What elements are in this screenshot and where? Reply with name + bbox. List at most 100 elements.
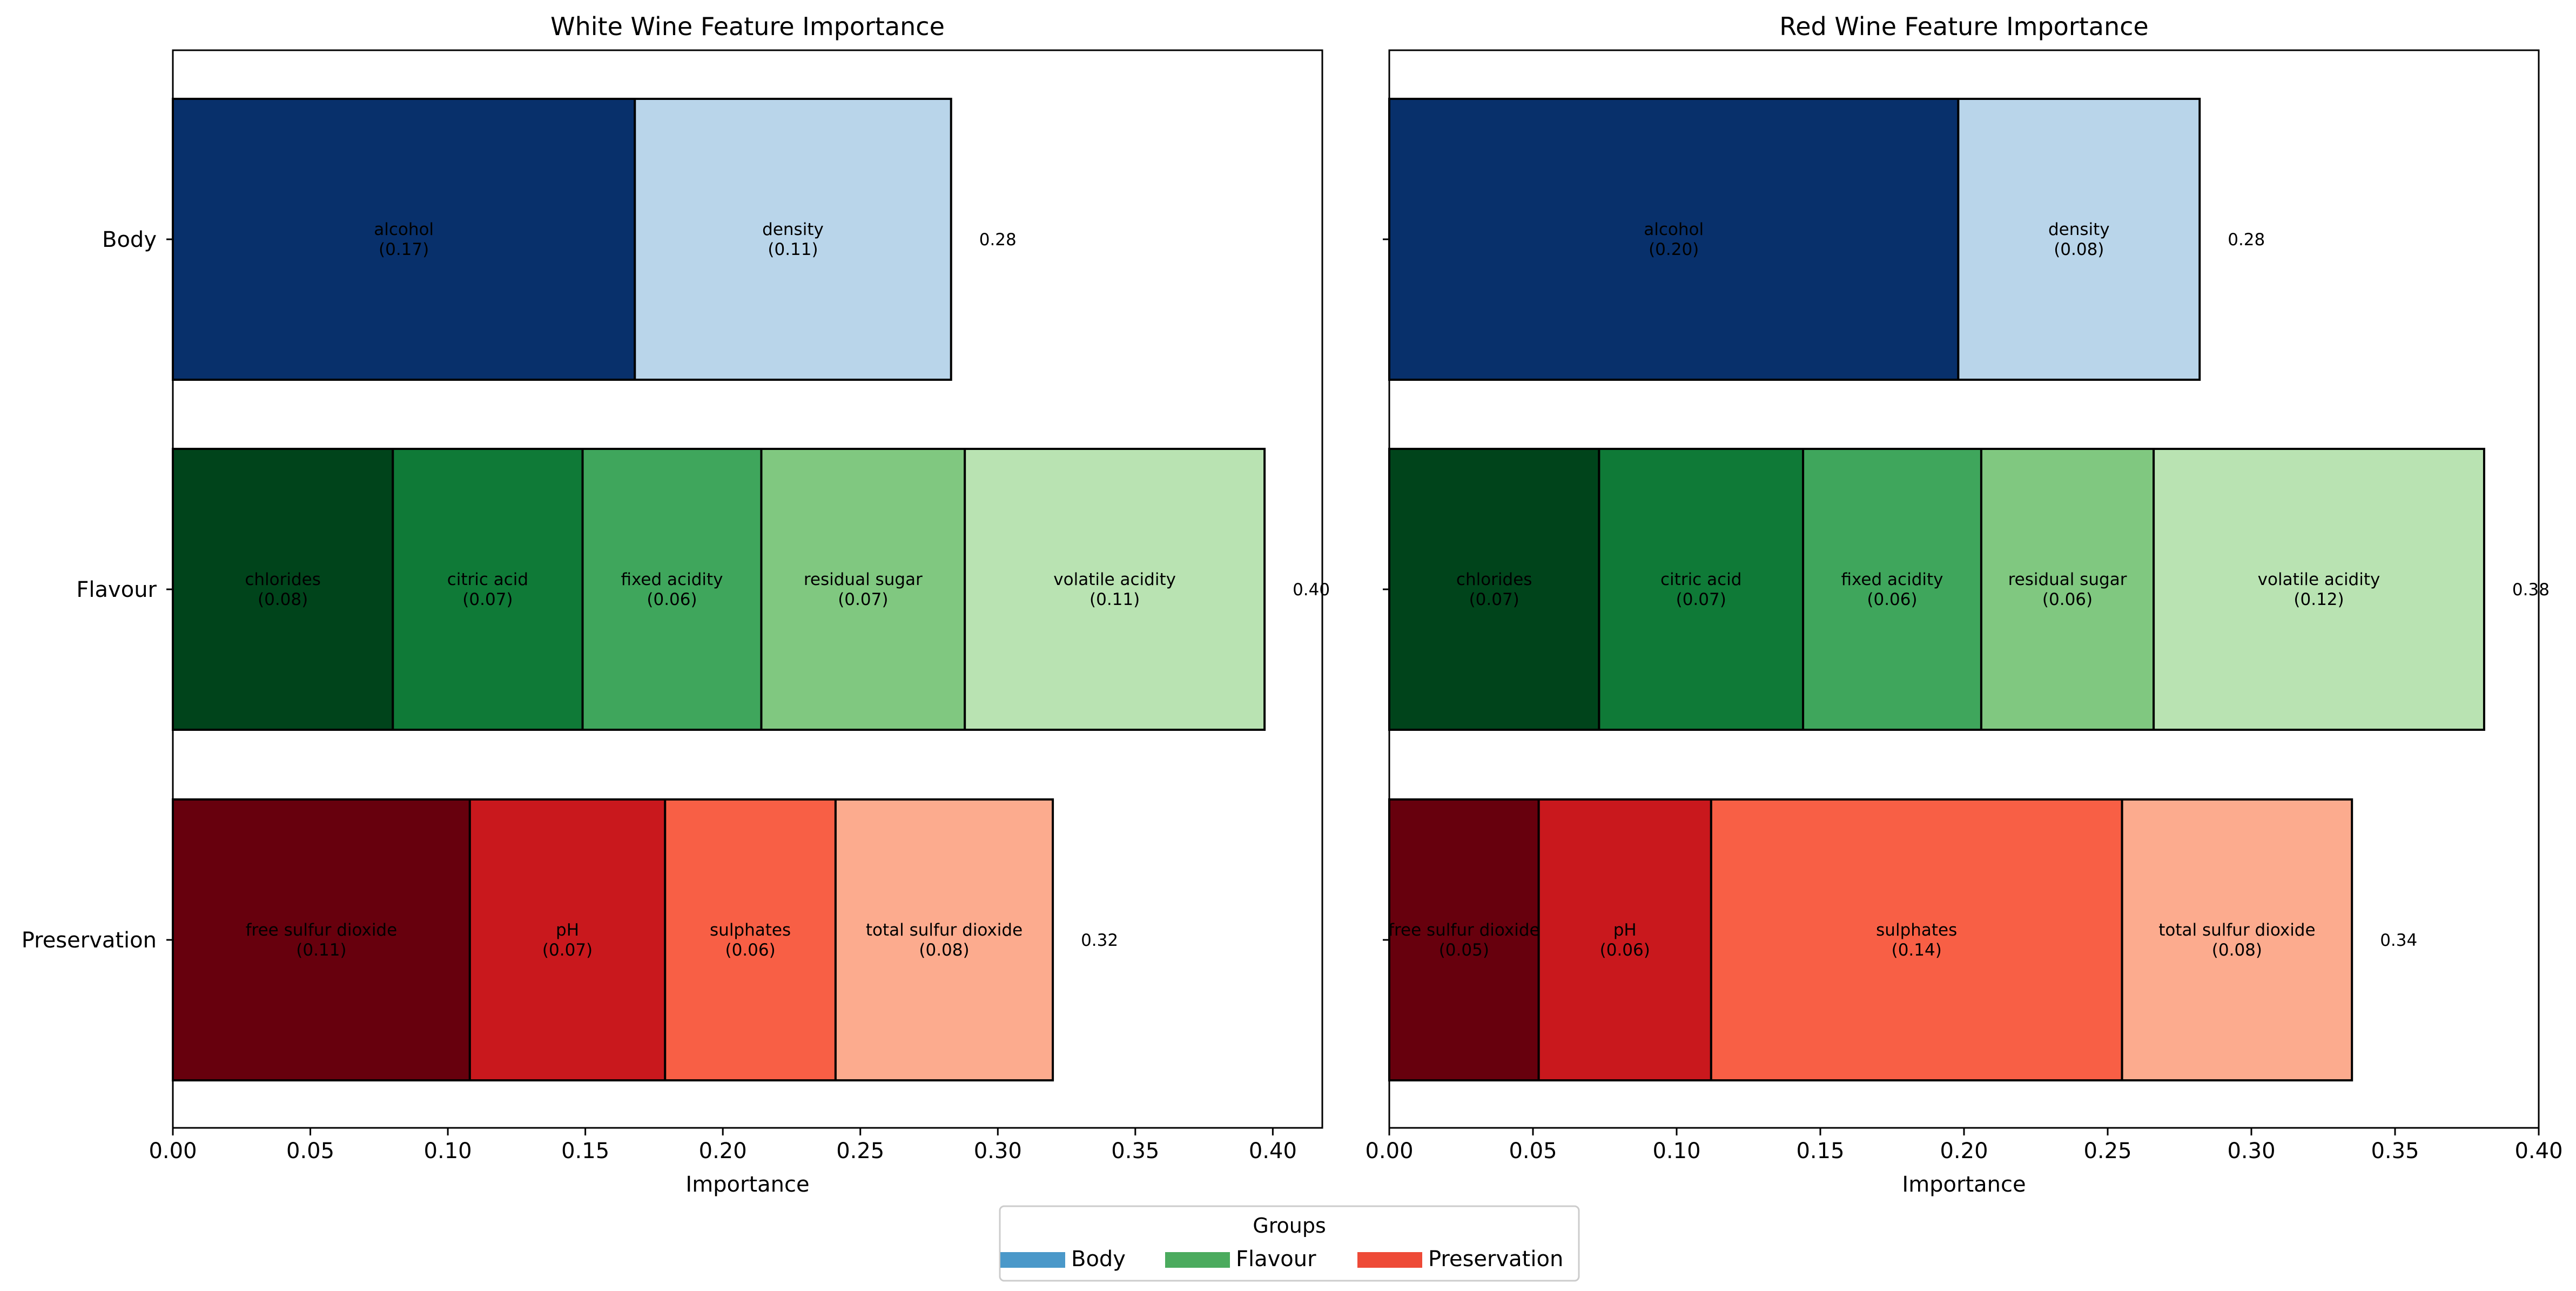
group-total-label: 0.28 xyxy=(2228,230,2265,250)
bar-segment-body-density xyxy=(1957,98,2201,381)
segment-feature-label: sulphates xyxy=(1876,920,1957,940)
segment-value-label: (0.11) xyxy=(768,240,818,259)
bar-segment-preservation-total-sulfur-dioxide xyxy=(2121,798,2353,1081)
x-tick-label: 0.30 xyxy=(2227,1139,2275,1164)
segment-feature-label: alcohol xyxy=(374,220,434,239)
segment-value-label: (0.08) xyxy=(2212,940,2262,960)
segment-feature-label: citric acid xyxy=(447,570,528,589)
legend-swatch-body xyxy=(1000,1252,1065,1268)
x-tick-label: 0.20 xyxy=(1940,1139,1988,1164)
segment-feature-label: free sulfur dioxide xyxy=(246,920,398,940)
bar-segment-preservation-sulphates xyxy=(1710,798,2123,1081)
segment-feature-label: fixed acidity xyxy=(1841,570,1943,589)
segment-value-label: (0.07) xyxy=(462,590,513,609)
segment-feature-label: citric acid xyxy=(1660,570,1741,589)
plot-frame xyxy=(1388,49,2540,1129)
segment-value-label: (0.08) xyxy=(919,940,969,960)
y-tick-label: Flavour xyxy=(76,577,157,602)
chart-panels: alcohol(0.17)density(0.11) 0.28Bodychlori… xyxy=(22,12,2563,1197)
legend: Groups Body Flavour Preservation xyxy=(999,1205,1580,1282)
segment-value-label: (0.06) xyxy=(725,940,775,960)
segment-feature-label: chlorides xyxy=(1456,570,1532,589)
segment-value-label: (0.05) xyxy=(1439,940,1489,960)
segment-feature-label: pH xyxy=(556,920,579,940)
plot-frame xyxy=(172,49,1323,1129)
segment-feature-label: residual sugar xyxy=(804,570,923,589)
x-tick-label: 0.25 xyxy=(2083,1139,2131,1164)
y-tick-label: Preservation xyxy=(22,928,157,953)
bar-segment-flavour-volatile-acidity xyxy=(2153,448,2485,731)
bar-segment-body-density xyxy=(634,98,952,381)
legend-swatch-flavour xyxy=(1165,1252,1230,1268)
x-tick-label: 0.40 xyxy=(1249,1139,1297,1164)
bar-segment-preservation-free-sulfur-dioxide xyxy=(172,798,471,1081)
x-tick-label: 0.20 xyxy=(699,1139,747,1164)
segment-value-label: (0.06) xyxy=(1867,590,1917,609)
bar-segment-flavour-fixed-acidity xyxy=(581,448,763,731)
legend-title: Groups xyxy=(1253,1214,1326,1238)
legend-label-flavour: Flavour xyxy=(1236,1247,1316,1272)
segment-value-label: (0.06) xyxy=(2042,590,2093,609)
group-total-label: 0.38 xyxy=(2512,580,2550,600)
panel-1: alcohol(0.17)density(0.11) 0.28Bodychlori… xyxy=(22,12,1330,1197)
x-tick-label: 0.30 xyxy=(974,1139,1022,1164)
x-axis-label: Importance xyxy=(1902,1172,2026,1197)
segment-value-label: (0.08) xyxy=(258,590,308,609)
segment-value-label: (0.12) xyxy=(2293,590,2344,609)
segment-feature-label: residual sugar xyxy=(2008,570,2127,589)
y-tick-label: Body xyxy=(102,227,157,252)
x-tick-label: 0.00 xyxy=(1365,1139,1413,1164)
bar-segment-preservation-free-sulfur-dioxide xyxy=(1388,798,1540,1081)
segment-feature-label: pH xyxy=(1613,920,1637,940)
bar-segment-flavour-citric-acid xyxy=(1598,448,1805,731)
x-tick-label: 0.35 xyxy=(2371,1139,2419,1164)
segment-feature-label: total sulfur dioxide xyxy=(866,920,1023,940)
segment-feature-label: density xyxy=(2048,220,2110,239)
bar-segment-flavour-volatile-acidity xyxy=(964,448,1266,731)
segment-feature-label: sulphates xyxy=(710,920,791,940)
bar-segment-body-alcohol xyxy=(172,98,636,381)
chart-title: White Wine Feature Importance xyxy=(550,12,945,41)
segment-feature-label: alcohol xyxy=(1644,220,1704,239)
segment-value-label: (0.06) xyxy=(1600,940,1650,960)
x-tick-label: 0.00 xyxy=(149,1139,197,1164)
segment-value-label: (0.17) xyxy=(379,240,429,259)
segment-feature-label: volatile acidity xyxy=(1053,570,1176,589)
segment-value-label: (0.14) xyxy=(1892,940,1942,960)
group-total-label: 0.32 xyxy=(1081,931,1118,950)
x-tick-label: 0.05 xyxy=(286,1139,334,1164)
segment-feature-label: fixed acidity xyxy=(621,570,723,589)
segment-value-label: (0.11) xyxy=(296,940,346,960)
x-axis-label: Importance xyxy=(685,1172,809,1197)
segment-feature-label: chlorides xyxy=(245,570,321,589)
legend-swatch-preservation xyxy=(1357,1252,1422,1268)
segment-value-label: (0.07) xyxy=(1469,590,1519,609)
x-tick-label: 0.15 xyxy=(561,1139,609,1164)
group-total-label: 0.28 xyxy=(979,230,1017,250)
chart-title: Red Wine Feature Importance xyxy=(1779,12,2148,41)
legend-label-preservation: Preservation xyxy=(1428,1247,1563,1272)
bar-segment-preservation-ph xyxy=(1537,798,1712,1081)
segment-value-label: (0.11) xyxy=(1089,590,1140,609)
x-tick-label: 0.25 xyxy=(836,1139,884,1164)
bar-segment-flavour-chlorides xyxy=(172,448,394,731)
segment-value-label: (0.07) xyxy=(542,940,593,960)
bar-segment-flavour-fixed-acidity xyxy=(1802,448,1982,731)
legend-label-body: Body xyxy=(1071,1247,1126,1272)
segment-value-label: (0.06) xyxy=(647,590,697,609)
x-tick-label: 0.05 xyxy=(1509,1139,1557,1164)
segment-feature-label: free sulfur dioxide xyxy=(1388,920,1540,940)
bar-segment-preservation-total-sulfur-dioxide xyxy=(834,798,1054,1081)
x-tick-label: 0.15 xyxy=(1796,1139,1844,1164)
panel-2: alcohol(0.20)density(0.08) 0.28chlorides(… xyxy=(1365,12,2562,1197)
segment-value-label: (0.07) xyxy=(838,590,888,609)
bar-segment-flavour-citric-acid xyxy=(392,448,584,731)
segment-feature-label: volatile acidity xyxy=(2258,570,2380,589)
bar-segment-preservation-sulphates xyxy=(664,798,837,1081)
segment-feature-label: density xyxy=(762,220,824,239)
bar-segment-flavour-chlorides xyxy=(1388,448,1600,731)
segment-feature-label: total sulfur dioxide xyxy=(2158,920,2315,940)
legend-frame xyxy=(999,1205,1580,1282)
group-total-label: 0.40 xyxy=(1293,580,1330,600)
bar-segment-flavour-residual-sugar xyxy=(760,448,966,731)
